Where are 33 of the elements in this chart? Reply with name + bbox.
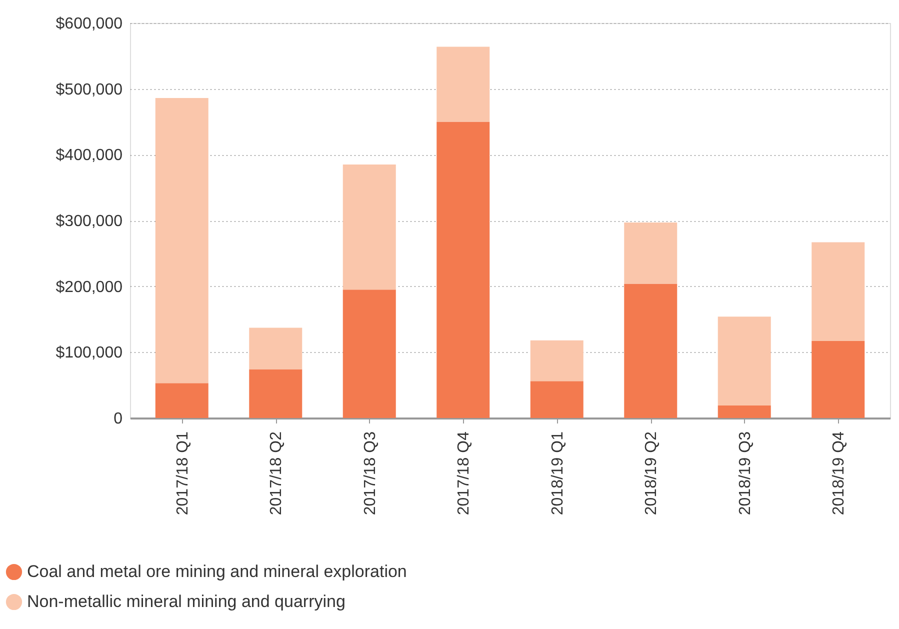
bar [718,316,771,406]
bar [718,405,771,418]
bar [342,164,396,290]
x-tick-label: 2018/19 Q1 [549,431,566,516]
bar [624,284,678,418]
y-tick-label: $600,000 [56,16,123,32]
x-tick-label: 2017/18 Q4 [456,431,473,516]
legend-label: Non-metallic mineral mining and quarrying [27,592,346,611]
y-tick-label: $100,000 [56,344,123,362]
y-tick-label: 0 [114,410,123,428]
bar [342,290,396,418]
bar [155,383,208,418]
y-tick-label: $500,000 [56,81,123,98]
bar [812,242,865,341]
x-tick-label: 2018/19 Q4 [830,431,848,516]
bar [436,122,490,418]
x-tick-label: 2017/18 Q3 [362,431,379,516]
bar [249,369,302,418]
x-tick-label: 2017/18 Q1 [174,431,192,516]
x-tick-label: 2017/18 Q2 [268,431,286,516]
x-tick-label: 2018/19 Q3 [736,431,754,516]
bar [530,340,584,382]
bar [249,328,302,370]
y-tick-label: $200,000 [56,278,123,296]
bar [436,46,490,122]
x-tick-label: 2018/19 Q2 [643,431,660,516]
y-tick-label: $300,000 [56,213,123,230]
bar [530,381,584,418]
bar [624,222,678,284]
legend-label: Coal and metal ore mining and mineral exploration [27,562,407,581]
bar [812,340,865,418]
y-tick-label: $400,000 [56,147,123,164]
bar [155,98,208,384]
